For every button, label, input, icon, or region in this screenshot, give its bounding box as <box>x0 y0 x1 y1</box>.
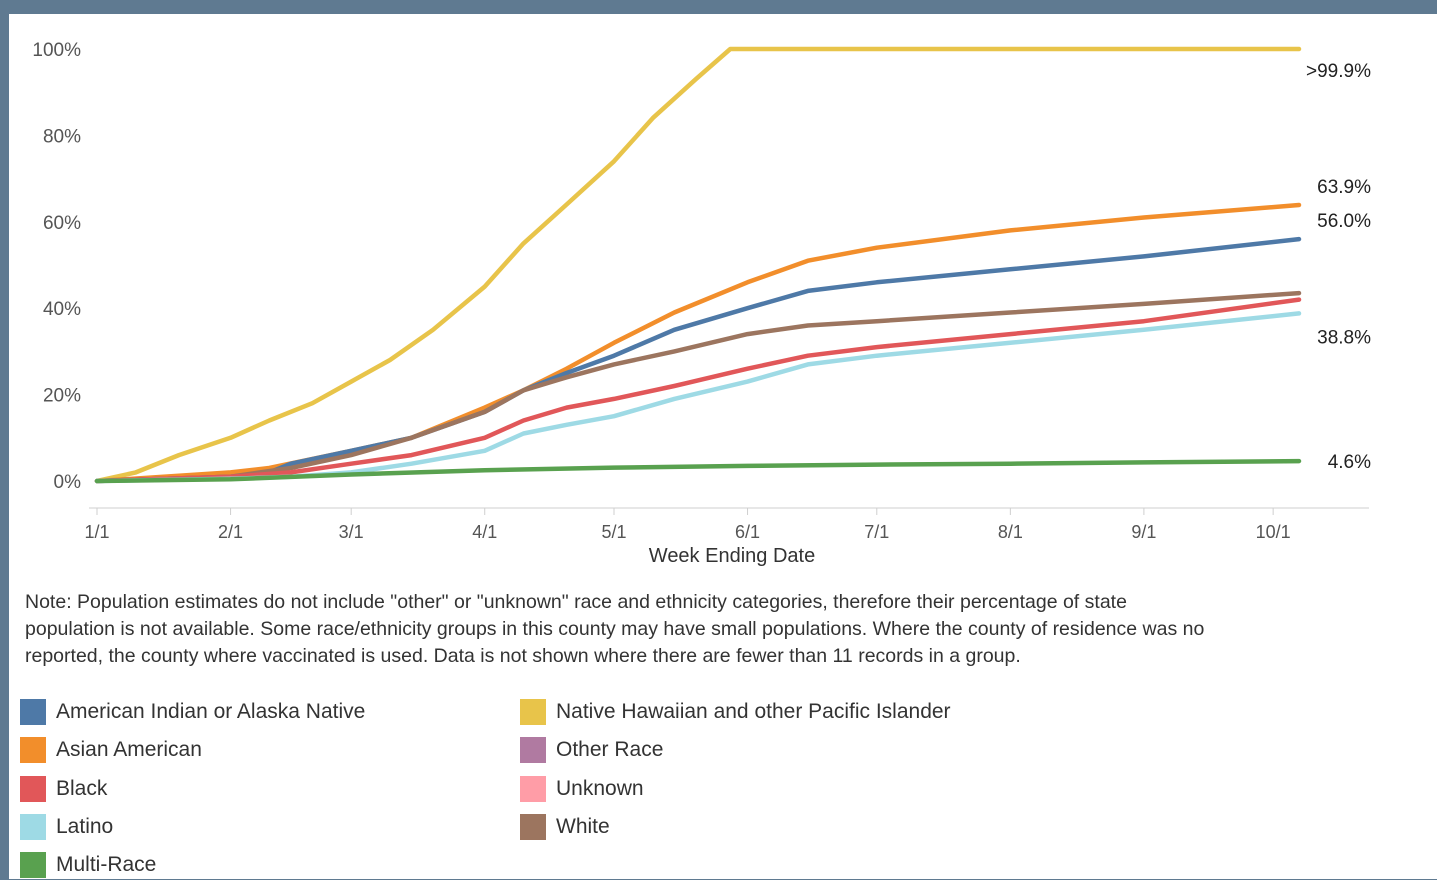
y-tick-label: 60% <box>43 213 81 234</box>
legend-label: Native Hawaiian and other Pacific Island… <box>556 700 951 723</box>
chart-panel: 1/1 2/1 3/1 4/1 5/1 6/1 7/1 8/1 9/1 10/1 Week Endi… <box>9 14 1437 879</box>
legend-swatch <box>20 775 46 802</box>
y-tick-label: 0% <box>54 472 82 493</box>
legend-swatch <box>20 813 46 840</box>
legend-swatch <box>520 699 546 725</box>
legend-item[interactable]: Native Hawaiian and other Pacific Island… <box>520 697 951 727</box>
line-chart: 1/1 2/1 3/1 4/1 5/1 6/1 7/1 8/1 9/1 10/1 Week Endi… <box>32 40 1371 567</box>
series-end-label: 38.8% <box>1317 327 1371 348</box>
series-line-5 <box>94 311 1302 484</box>
legend-item[interactable]: White <box>520 812 610 842</box>
legend-item[interactable]: Asian American <box>20 735 202 765</box>
x-tick-label: 8/1 <box>998 522 1023 542</box>
legend-swatch <box>520 737 546 764</box>
x-tick-label: 6/1 <box>735 522 760 542</box>
legend-item[interactable]: Other Race <box>520 735 663 765</box>
legend-swatch <box>520 813 546 840</box>
x-tick-label: 9/1 <box>1131 522 1156 542</box>
legend-swatch <box>20 852 46 879</box>
legend-item[interactable]: American Indian or Alaska Native <box>20 697 365 727</box>
note-text: Note: Population estimates do not includ… <box>25 591 1205 667</box>
legend-label: Asian American <box>56 738 202 762</box>
legend-swatch <box>520 775 546 802</box>
y-tick-label: 80% <box>43 126 81 147</box>
legend-label: Latino <box>56 814 114 838</box>
legend-item[interactable]: Latino <box>20 812 113 842</box>
legend-item[interactable]: Multi-Race <box>20 850 156 880</box>
legend-swatch <box>20 699 46 725</box>
x-tick-label: 5/1 <box>601 522 626 542</box>
x-tick-label: 3/1 <box>339 522 364 542</box>
legend-item[interactable]: Unknown <box>520 774 644 804</box>
legend-label: Black <box>56 776 108 800</box>
y-tick-label: 40% <box>43 299 81 320</box>
series-line-3 <box>94 290 1302 484</box>
x-tick-label: 4/1 <box>472 522 497 542</box>
x-tick-label: 1/1 <box>84 522 109 542</box>
legend-item[interactable]: Black <box>20 774 107 804</box>
legend-swatch <box>20 737 46 764</box>
series-line-2 <box>94 236 1302 484</box>
series-end-label: 4.6% <box>1328 452 1371 473</box>
series-end-label: >99.9% <box>1306 61 1371 82</box>
series-line-4 <box>94 297 1302 484</box>
series-end-label: 63.9% <box>1317 177 1371 198</box>
x-tick-label: 7/1 <box>864 522 889 542</box>
x-tick-label: 2/1 <box>218 522 243 542</box>
y-tick-label: 100% <box>32 40 81 61</box>
series-line-0 <box>94 46 1302 484</box>
series-line-6 <box>94 458 1302 484</box>
series-end-label: 56.0% <box>1317 211 1371 232</box>
legend-label: White <box>556 814 610 838</box>
legend-label: Unknown <box>556 776 644 800</box>
legend: American Indian or Alaska Native Asian Am… <box>20 697 1120 879</box>
legend-label: Other Race <box>556 738 664 762</box>
x-axis-title: Week Ending Date <box>649 545 815 567</box>
legend-label: American Indian or Alaska Native <box>56 700 366 723</box>
legend-label: Multi-Race <box>56 853 157 877</box>
y-tick-label: 20% <box>43 386 81 407</box>
x-tick-label: 10/1 <box>1256 522 1291 542</box>
series-line-1 <box>94 202 1302 484</box>
